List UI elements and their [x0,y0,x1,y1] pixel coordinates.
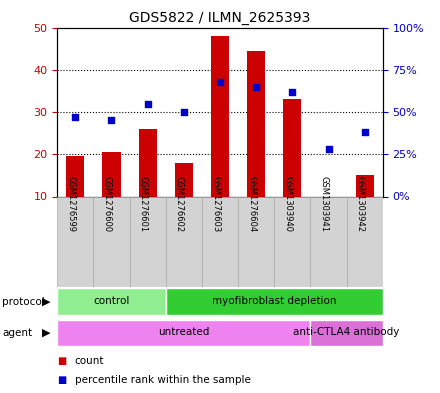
Bar [356,175,374,196]
Bar [66,156,84,196]
FancyBboxPatch shape [166,196,202,287]
Text: ■: ■ [57,375,66,385]
FancyBboxPatch shape [202,196,238,287]
FancyBboxPatch shape [57,320,311,346]
Text: myofibroblast depletion: myofibroblast depletion [212,296,337,306]
Text: count: count [75,356,104,365]
Text: GSM1276601: GSM1276601 [139,176,148,232]
Text: GSM1276602: GSM1276602 [175,176,184,232]
Point [361,129,368,136]
Text: agent: agent [2,328,32,338]
Point [216,79,224,85]
FancyBboxPatch shape [166,288,383,315]
Point [108,117,115,123]
Text: GSM1303942: GSM1303942 [356,176,365,232]
FancyBboxPatch shape [129,196,166,287]
Bar [211,36,229,197]
Text: GSM1276599: GSM1276599 [66,176,75,232]
Point [180,109,187,115]
Text: GSM1276604: GSM1276604 [247,176,256,232]
FancyBboxPatch shape [274,196,311,287]
Point [253,83,260,90]
Text: GSM1276600: GSM1276600 [103,176,111,232]
Bar [103,152,121,196]
Text: GSM1276603: GSM1276603 [211,176,220,232]
Text: control: control [93,296,130,306]
Point [72,114,79,120]
FancyBboxPatch shape [238,196,274,287]
Text: ■: ■ [57,356,66,365]
Text: GSM1303941: GSM1303941 [319,176,329,232]
Bar [139,129,157,196]
FancyBboxPatch shape [311,196,347,287]
Point [144,100,151,107]
Text: ▶: ▶ [42,297,51,307]
Title: GDS5822 / ILMN_2625393: GDS5822 / ILMN_2625393 [129,11,311,25]
Bar [175,163,193,196]
Text: protocol: protocol [2,297,45,307]
FancyBboxPatch shape [57,196,93,287]
Point [325,146,332,152]
Text: ▶: ▶ [42,328,51,338]
FancyBboxPatch shape [347,196,383,287]
Text: untreated: untreated [158,327,209,338]
FancyBboxPatch shape [311,320,383,346]
Bar [247,51,265,196]
Point [289,88,296,95]
Bar [283,99,301,196]
Text: percentile rank within the sample: percentile rank within the sample [75,375,251,385]
FancyBboxPatch shape [93,196,129,287]
Text: anti-CTLA4 antibody: anti-CTLA4 antibody [293,327,400,338]
Text: GSM1303940: GSM1303940 [283,176,292,232]
FancyBboxPatch shape [57,288,166,315]
